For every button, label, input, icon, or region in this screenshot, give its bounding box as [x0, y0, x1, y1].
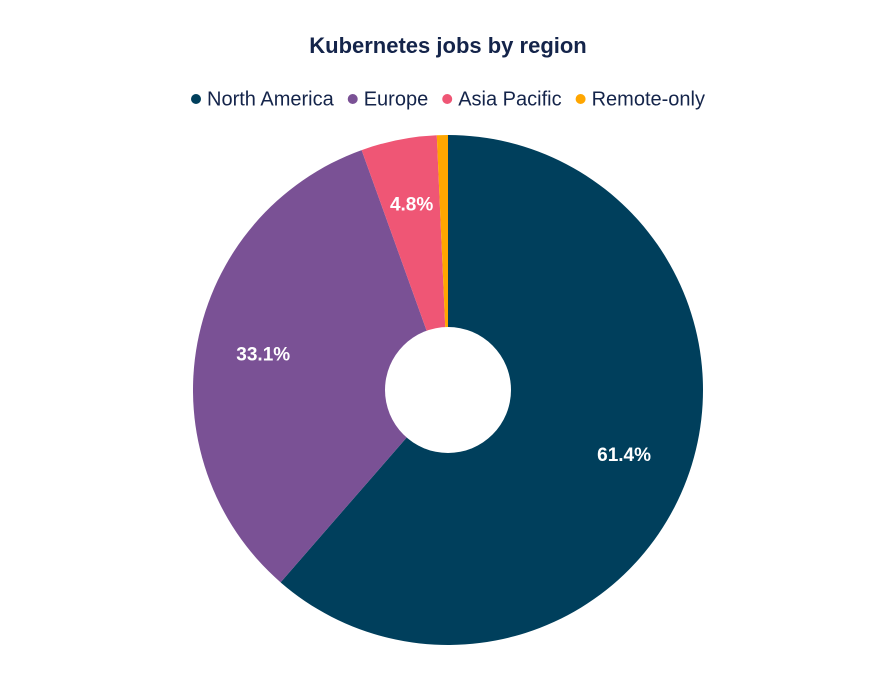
chart-title: Kubernetes jobs by region [309, 33, 587, 58]
value-label: 61.4% [597, 445, 651, 466]
legend-label: Remote-only [592, 88, 705, 110]
pie-slice [436, 135, 448, 390]
legend-label: Europe [364, 88, 429, 110]
legend-label: North America [207, 88, 335, 110]
legend-label: Asia Pacific [458, 88, 561, 110]
pie-slice [361, 135, 448, 390]
value-label: 4.8% [390, 195, 433, 216]
legend-marker [347, 94, 358, 104]
legend-marker [191, 94, 202, 104]
donut-hole [385, 327, 511, 453]
pie-slice [192, 150, 448, 583]
legend-marker [575, 94, 586, 104]
value-label: 33.1% [236, 344, 290, 365]
legend-marker [442, 94, 453, 104]
